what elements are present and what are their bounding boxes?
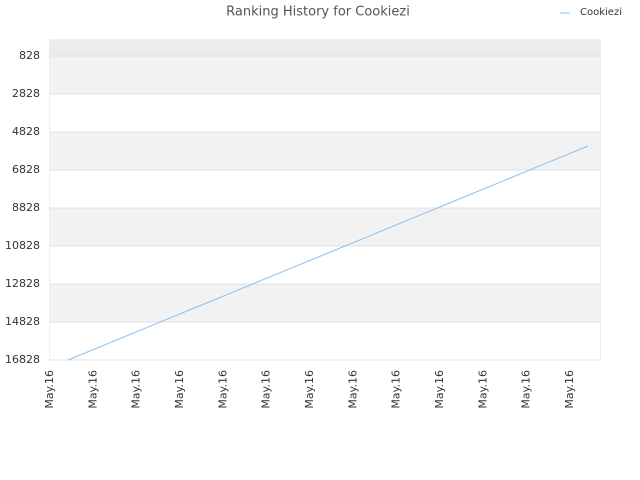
y-tick-label: 10828 bbox=[5, 239, 40, 252]
plot-band bbox=[50, 245, 600, 284]
plot-background bbox=[49, 39, 601, 361]
plot-band bbox=[50, 283, 600, 322]
y-tick-label: 12828 bbox=[5, 277, 40, 290]
legend-label: Cookiezi bbox=[580, 7, 622, 18]
x-tick-label: May.16 bbox=[130, 370, 143, 409]
x-tick-label: May.16 bbox=[43, 370, 56, 409]
plot-band bbox=[50, 40, 600, 56]
x-tick-label: May.16 bbox=[476, 370, 489, 409]
x-tick-label: May.16 bbox=[260, 370, 273, 409]
chart-title: Ranking History for Cookiezi bbox=[226, 5, 410, 20]
x-tick-label: May.16 bbox=[173, 370, 186, 409]
x-tick-label: May.16 bbox=[346, 370, 359, 409]
x-tick-label: May.16 bbox=[433, 370, 446, 409]
plot-band bbox=[50, 207, 600, 246]
y-tick-label: 2828 bbox=[12, 87, 40, 100]
plot-band bbox=[50, 93, 600, 132]
data-line bbox=[67, 145, 589, 361]
plot-band bbox=[50, 55, 600, 94]
y-tick-label: 16828 bbox=[5, 353, 40, 366]
y-tick-label: 8828 bbox=[12, 201, 40, 214]
x-tick-label: May.16 bbox=[216, 370, 229, 409]
x-tick-label: May.16 bbox=[86, 370, 99, 409]
x-tick-label: May.16 bbox=[520, 370, 533, 409]
x-tick-label: May.16 bbox=[563, 370, 576, 409]
y-tick-label: 4828 bbox=[12, 125, 40, 138]
y-tick-label: 828 bbox=[19, 49, 40, 62]
x-tick-label: May.16 bbox=[303, 370, 316, 409]
y-tick-label: 6828 bbox=[12, 163, 40, 176]
plot-band bbox=[50, 131, 600, 170]
plot-band bbox=[50, 321, 600, 360]
x-tick-label: May.16 bbox=[390, 370, 403, 409]
y-tick-label: 14828 bbox=[5, 315, 40, 328]
plot-band bbox=[50, 169, 600, 208]
